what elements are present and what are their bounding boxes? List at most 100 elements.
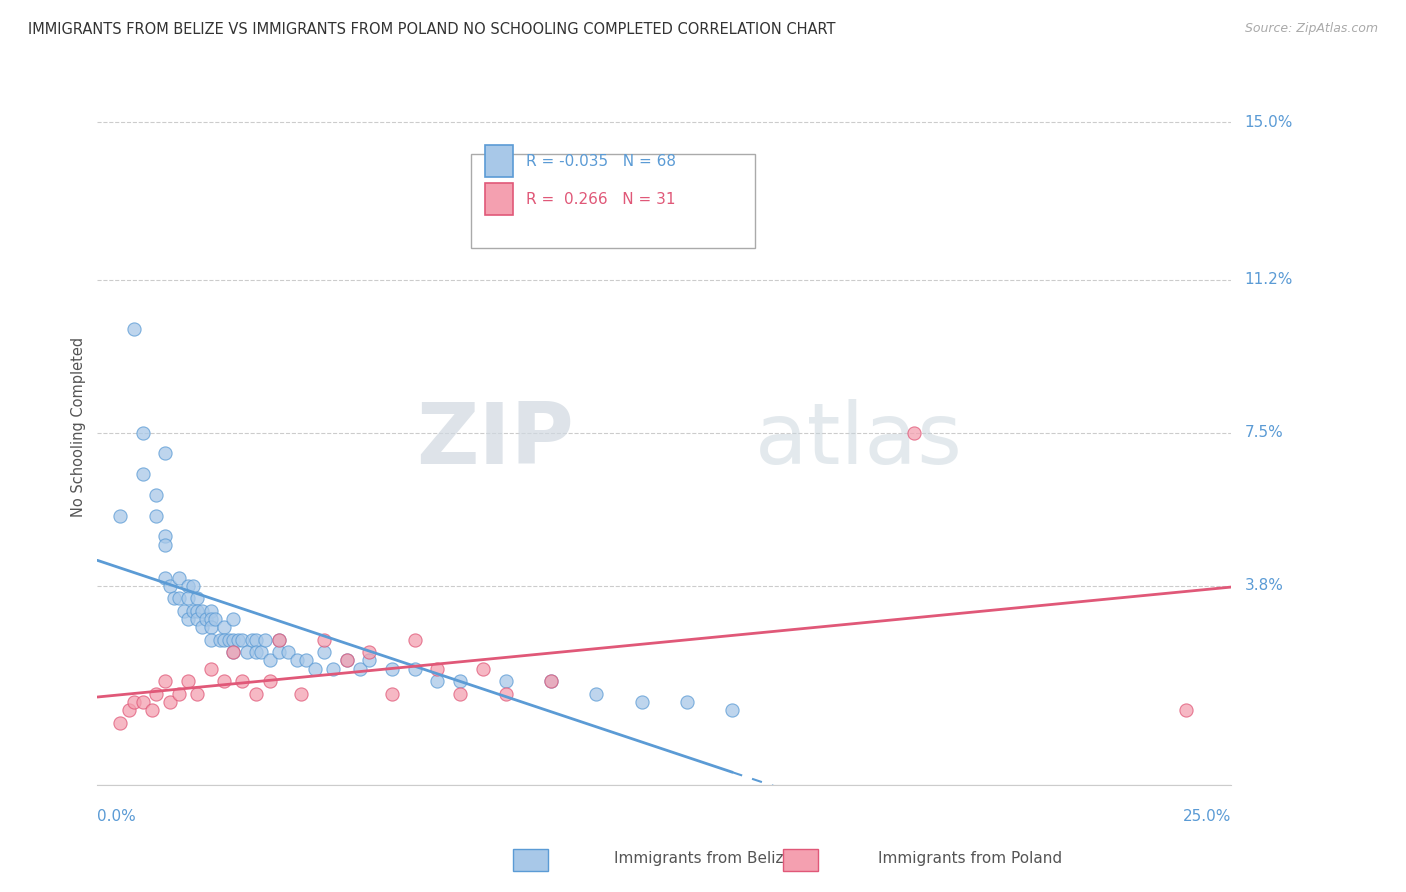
Point <box>167 571 190 585</box>
Point <box>245 687 267 701</box>
Text: R = -0.035   N = 68: R = -0.035 N = 68 <box>526 153 676 169</box>
Point <box>349 662 371 676</box>
Point <box>131 425 153 440</box>
Text: R =  0.266   N = 31: R = 0.266 N = 31 <box>526 192 675 207</box>
Point <box>336 653 359 667</box>
Point <box>155 571 177 585</box>
Point <box>214 674 236 689</box>
Point <box>186 612 208 626</box>
Point <box>359 645 381 659</box>
Point <box>186 687 208 701</box>
Point <box>495 687 517 701</box>
Point <box>630 695 652 709</box>
Point <box>177 612 200 626</box>
Point <box>186 591 208 606</box>
Text: atlas: atlas <box>755 400 963 483</box>
Point <box>177 591 200 606</box>
Point <box>304 662 326 676</box>
Point <box>585 687 607 701</box>
Point <box>155 446 177 460</box>
Point <box>181 604 204 618</box>
FancyBboxPatch shape <box>471 154 755 248</box>
Point <box>214 632 236 647</box>
Point <box>167 591 190 606</box>
Point <box>131 695 153 709</box>
Point <box>155 674 177 689</box>
Point <box>186 604 208 618</box>
Text: Immigrants from Poland: Immigrants from Poland <box>879 851 1062 865</box>
Text: 25.0%: 25.0% <box>1182 810 1232 824</box>
Point <box>155 529 177 543</box>
Point <box>181 579 204 593</box>
Point <box>290 687 312 701</box>
Point <box>177 674 200 689</box>
Point <box>190 620 212 634</box>
Point <box>1174 703 1197 717</box>
Point <box>540 674 562 689</box>
Point <box>222 632 245 647</box>
Point <box>214 620 236 634</box>
Point <box>495 674 517 689</box>
Point <box>285 653 308 667</box>
Point <box>426 674 449 689</box>
Point <box>131 467 153 482</box>
Point <box>267 632 290 647</box>
Point <box>381 687 404 701</box>
Point <box>200 632 222 647</box>
Point <box>314 632 336 647</box>
Text: Immigrants from Belize: Immigrants from Belize <box>613 851 793 865</box>
Point <box>449 674 471 689</box>
Point <box>322 662 344 676</box>
Point <box>177 579 200 593</box>
Point <box>145 488 167 502</box>
Point <box>108 508 131 523</box>
Point <box>903 425 925 440</box>
Point <box>167 687 190 701</box>
Point <box>277 645 299 659</box>
Point <box>118 703 141 717</box>
Point <box>236 645 259 659</box>
Point <box>359 653 381 667</box>
Point <box>267 632 290 647</box>
Point <box>295 653 318 667</box>
Point <box>471 662 494 676</box>
Point <box>240 632 263 647</box>
Point <box>231 674 253 689</box>
Point <box>204 612 226 626</box>
Point <box>190 604 212 618</box>
Point <box>254 632 277 647</box>
Point <box>195 612 218 626</box>
Text: IMMIGRANTS FROM BELIZE VS IMMIGRANTS FROM POLAND NO SCHOOLING COMPLETED CORRELAT: IMMIGRANTS FROM BELIZE VS IMMIGRANTS FRO… <box>28 22 835 37</box>
Point <box>141 703 163 717</box>
Text: 7.5%: 7.5% <box>1244 425 1284 441</box>
Point <box>218 632 240 647</box>
Point <box>222 645 245 659</box>
Point <box>200 620 222 634</box>
Point <box>222 645 245 659</box>
Text: 11.2%: 11.2% <box>1244 272 1294 287</box>
Text: Source: ZipAtlas.com: Source: ZipAtlas.com <box>1244 22 1378 36</box>
Point <box>159 579 181 593</box>
Point <box>245 645 267 659</box>
Point <box>208 632 231 647</box>
FancyBboxPatch shape <box>485 183 513 215</box>
FancyBboxPatch shape <box>485 145 513 178</box>
Text: 15.0%: 15.0% <box>1244 115 1294 130</box>
Point <box>155 538 177 552</box>
Point <box>314 645 336 659</box>
Point <box>721 703 744 717</box>
Point <box>200 604 222 618</box>
Point <box>249 645 271 659</box>
Point <box>426 662 449 676</box>
Point <box>122 322 145 336</box>
Point <box>449 687 471 701</box>
Point <box>200 662 222 676</box>
Point <box>200 612 222 626</box>
Text: 3.8%: 3.8% <box>1244 578 1284 593</box>
Point <box>159 695 181 709</box>
Point <box>145 687 167 701</box>
Point <box>404 632 426 647</box>
Point <box>245 632 267 647</box>
Point <box>222 612 245 626</box>
Point <box>145 508 167 523</box>
